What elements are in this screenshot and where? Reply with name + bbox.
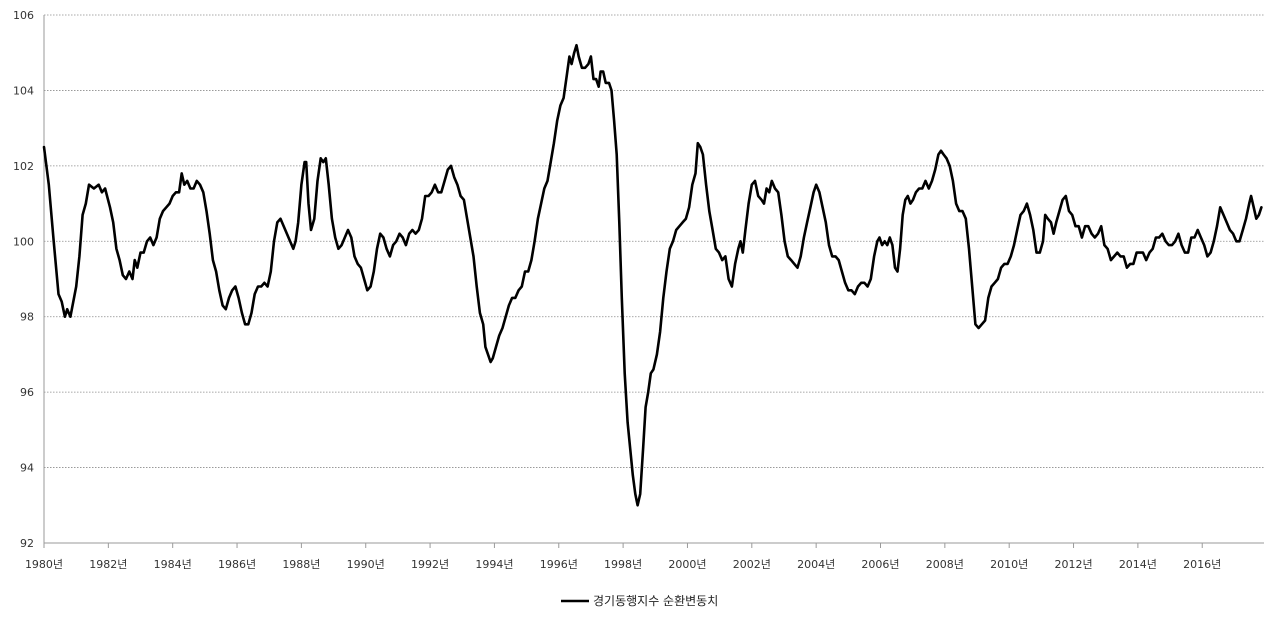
x-tick-label: 1998년 xyxy=(604,558,642,571)
x-tick-label: 2016년 xyxy=(1183,558,1221,571)
x-axis-ticks xyxy=(43,543,1203,548)
series-line xyxy=(42,43,1263,507)
y-axis-tick-labels: 92 94 96 98 100 102 104 106 xyxy=(13,9,34,550)
y-tick-label: 102 xyxy=(13,160,34,173)
x-tick-label: 2002년 xyxy=(733,558,771,571)
x-tick-label: 2010년 xyxy=(990,558,1028,571)
x-tick-label: 1982년 xyxy=(89,558,127,571)
x-tick-label: 1988년 xyxy=(282,558,320,571)
grid-lines xyxy=(44,14,1264,468)
x-tick-label: 1986년 xyxy=(218,558,256,571)
y-tick-label: 92 xyxy=(20,537,34,550)
x-tick-label: 2012년 xyxy=(1054,558,1092,571)
y-tick-label: 104 xyxy=(13,84,34,97)
y-tick-label: 106 xyxy=(13,9,34,22)
x-tick-label: 1980년 xyxy=(25,558,63,571)
y-tick-label: 98 xyxy=(20,311,34,324)
x-tick-label: 2004년 xyxy=(797,558,835,571)
x-axis-tick-labels: 1980년 1982년 1984년 1986년 1988년 1990년 1992년 1994년… xyxy=(25,558,1221,571)
series-group xyxy=(42,43,1263,507)
x-tick-label: 1996년 xyxy=(540,558,578,571)
legend-label: 경기동행지수 순환변동치 xyxy=(593,593,718,608)
x-tick-label: 1984년 xyxy=(154,558,192,571)
x-tick-label: 2008년 xyxy=(926,558,964,571)
legend: 경기동행지수 순환변동치 xyxy=(561,593,718,608)
y-tick-label: 94 xyxy=(20,462,34,475)
x-tick-label: 1990년 xyxy=(347,558,385,571)
axes xyxy=(43,15,1264,544)
x-tick-label: 1992년 xyxy=(411,558,449,571)
y-tick-label: 100 xyxy=(13,235,34,248)
y-tick-label: 96 xyxy=(20,386,34,399)
x-tick-label: 2000년 xyxy=(668,558,706,571)
x-tick-label: 1994년 xyxy=(475,558,513,571)
x-tick-label: 2014년 xyxy=(1119,558,1157,571)
x-tick-label: 2006년 xyxy=(861,558,899,571)
